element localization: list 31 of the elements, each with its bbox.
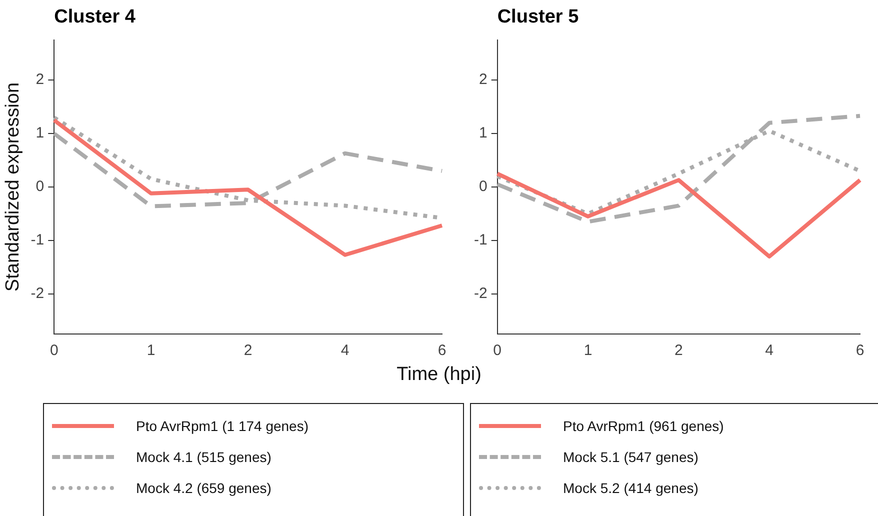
y-tick-label: 2 xyxy=(36,71,44,88)
line-series xyxy=(495,114,862,224)
y-tick-label: 1 xyxy=(478,124,488,142)
y-tick-label: 1 xyxy=(36,124,44,142)
y-tick-label: -1 xyxy=(474,232,488,249)
legend-label: Mock 5.2 (414 genes) xyxy=(563,480,698,496)
legend-label: Mock 5.1 (547 genes) xyxy=(563,448,698,464)
y-tick-label: 0 xyxy=(478,178,488,196)
x-tick-label: 1 xyxy=(584,342,592,360)
x-tick-label: 6 xyxy=(856,342,864,360)
y-tick-label: -2 xyxy=(30,285,44,302)
x-tick-label: 0 xyxy=(493,342,502,360)
y-tick-label: 0 xyxy=(36,178,44,196)
x-tick-label: 2 xyxy=(674,342,683,360)
x-tick-label: 6 xyxy=(438,342,446,360)
x-tick-label: 1 xyxy=(146,342,156,360)
x-tick-label: 4 xyxy=(340,342,350,360)
y-tick-label: -1 xyxy=(30,232,44,249)
y-tick-label: 2 xyxy=(478,71,488,88)
legend-label: Pto AvrRpm1 (961 genes) xyxy=(563,418,724,434)
y-axis-title: Standardized expression xyxy=(2,82,24,292)
legend-label: Pto AvrRpm1 (1 174 genes) xyxy=(136,418,309,434)
y-tick-label: -2 xyxy=(474,285,488,302)
x-tick-label: 2 xyxy=(244,342,252,360)
x-tick-label: 4 xyxy=(765,342,774,360)
legend-label: Mock 4.1 (515 genes) xyxy=(136,448,272,464)
legend-label: Mock 4.2 (659 genes) xyxy=(136,480,272,496)
x-tick-label: 0 xyxy=(50,342,58,360)
chart-title: Cluster 4 xyxy=(54,6,136,28)
x-axis-title: Time (hpi) xyxy=(396,364,482,386)
chart-title: Cluster 5 xyxy=(497,6,580,28)
